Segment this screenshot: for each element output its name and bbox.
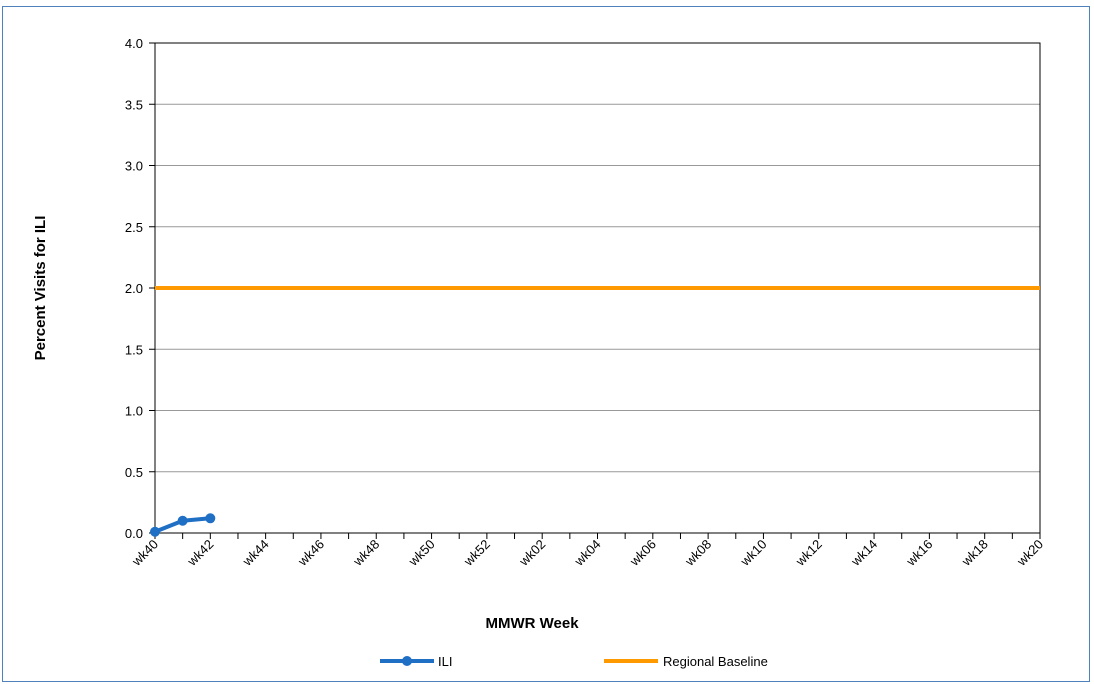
x-tick-label: wk20 [1013, 537, 1046, 570]
y-tick-label: 1.5 [125, 342, 143, 357]
y-tick-label: 3.0 [125, 159, 143, 174]
y-axis-label: Percent Visits for ILI [32, 216, 49, 361]
ili-data-point [205, 513, 216, 524]
chart-box [2, 6, 1090, 682]
ili-data-point [177, 515, 188, 526]
x-tick-label: wk02 [516, 537, 549, 570]
y-tick-label: 3.5 [125, 97, 143, 112]
y-tick-label: 0.0 [125, 526, 143, 541]
y-tick-label: 4.0 [125, 36, 143, 51]
y-tick-label: 1.0 [125, 404, 143, 419]
legend-label-regional-baseline: Regional Baseline [663, 654, 768, 669]
y-tick-labels: 0.0 0.5 1.0 1.5 2.0 2.5 3.0 3.5 4.0 [125, 36, 143, 541]
x-tick-label: wk48 [350, 537, 383, 570]
x-tick-label: wk40 [128, 537, 161, 570]
series-lines [150, 286, 1040, 537]
x-tick-label: wk14 [847, 537, 880, 570]
y-tick-label: 2.5 [125, 220, 143, 235]
y-tick-label: 2.0 [125, 281, 143, 296]
x-tick-label: wk04 [571, 537, 604, 570]
x-tick-label: wk08 [681, 537, 714, 570]
x-tick-label: wk52 [460, 537, 493, 570]
legend: ILI Regional Baseline [380, 654, 768, 669]
x-tick-label: wk10 [737, 537, 770, 570]
x-tick-labels: wk40 wk42 wk44 wk46 wk48 wk50 wk52 wk02 wk04 wk06… [128, 537, 1046, 570]
x-tick-label: wk16 [903, 537, 936, 570]
legend-marker-ili [402, 656, 412, 666]
ili-data-point [150, 526, 160, 537]
x-tick-label: wk42 [184, 537, 217, 570]
x-tick-label: wk18 [958, 537, 991, 570]
x-tick-label: wk50 [405, 537, 438, 570]
x-tick-label: wk44 [239, 537, 272, 570]
x-tick-label: wk46 [294, 537, 327, 570]
legend-label-ili: ILI [438, 654, 452, 669]
gridlines [149, 42, 1041, 539]
y-tick-label: 0.5 [125, 465, 143, 480]
x-tick-label: wk06 [626, 537, 659, 570]
x-axis-label: MMWR Week [485, 615, 579, 632]
x-tick-label: wk12 [792, 537, 825, 570]
